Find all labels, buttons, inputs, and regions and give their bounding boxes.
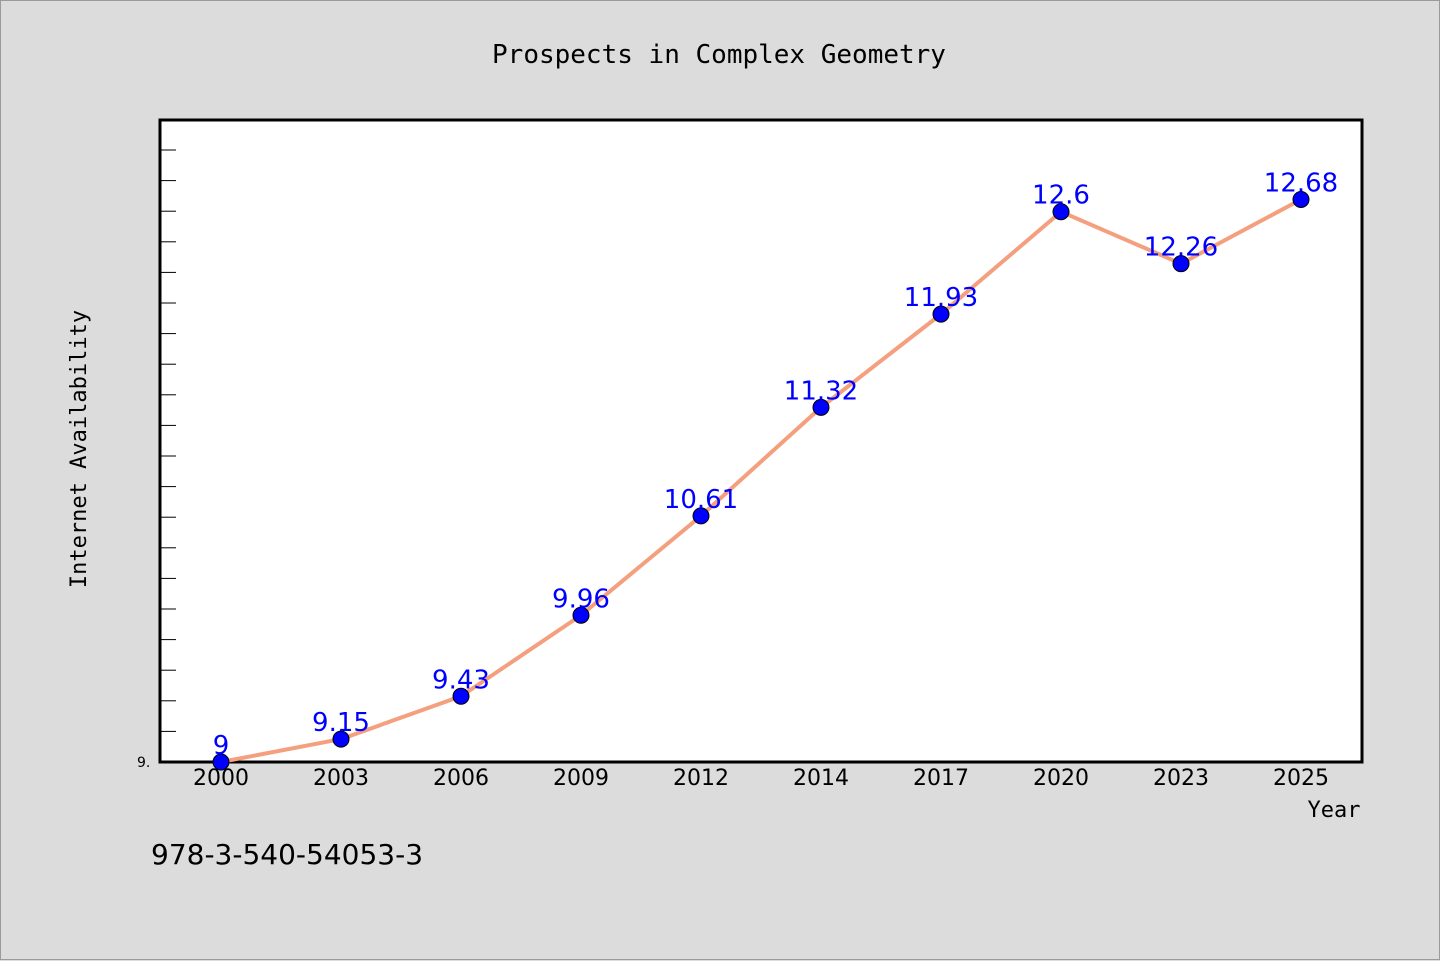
y-axis-min-label: 9. bbox=[137, 755, 150, 771]
data-label: 9.43 bbox=[432, 665, 490, 695]
x-tick-label: 2009 bbox=[553, 766, 609, 791]
data-labels: 9 9.15 9.43 9.96 10.61 11.32 11.93 12.6 12.26 12.… bbox=[213, 168, 1338, 761]
plot-area bbox=[158, 118, 1364, 764]
x-tick-label: 2023 bbox=[1153, 766, 1209, 791]
chart-title: Prospects in Complex Geometry bbox=[492, 40, 946, 70]
data-point-marker bbox=[332, 730, 350, 748]
data-label: 11.93 bbox=[904, 283, 978, 313]
x-axis-tick-labels: 2000 2003 2006 2009 2012 2014 2017 2020 2023 2025 bbox=[193, 766, 1329, 791]
data-label: 12.6 bbox=[1032, 181, 1090, 211]
data-label: 9.96 bbox=[552, 584, 610, 614]
data-label: 10.61 bbox=[664, 485, 738, 515]
x-tick-label: 2017 bbox=[913, 766, 969, 791]
data-point-marker bbox=[1172, 255, 1190, 273]
data-label: 11.32 bbox=[784, 376, 858, 406]
y-axis-label: Internet Availability bbox=[67, 310, 92, 588]
data-point-marker bbox=[932, 305, 950, 323]
x-tick-label: 2003 bbox=[313, 766, 369, 791]
data-label: 9 bbox=[213, 731, 230, 761]
x-tick-label: 2006 bbox=[433, 766, 489, 791]
footer-isbn: 978-3-540-54053-3 bbox=[151, 838, 423, 871]
data-point-marker bbox=[692, 507, 710, 525]
data-point-marker bbox=[1052, 203, 1070, 221]
data-label: 9.15 bbox=[312, 708, 370, 738]
data-point-marker bbox=[1292, 190, 1310, 208]
data-points bbox=[212, 190, 1310, 771]
data-point-marker bbox=[452, 687, 470, 705]
x-tick-label: 2014 bbox=[793, 766, 849, 791]
data-label: 12.68 bbox=[1264, 168, 1338, 198]
y-axis-ticks bbox=[160, 149, 176, 763]
x-tick-label: 2020 bbox=[1033, 766, 1089, 791]
data-point-marker bbox=[572, 606, 590, 624]
data-point-marker bbox=[212, 753, 230, 771]
x-tick-label: 2012 bbox=[673, 766, 729, 791]
x-tick-label: 2025 bbox=[1273, 766, 1329, 791]
x-axis-label: Year bbox=[1308, 798, 1361, 823]
data-point-marker bbox=[812, 398, 830, 416]
data-label: 12.26 bbox=[1144, 233, 1218, 263]
series-line bbox=[219, 197, 1303, 764]
